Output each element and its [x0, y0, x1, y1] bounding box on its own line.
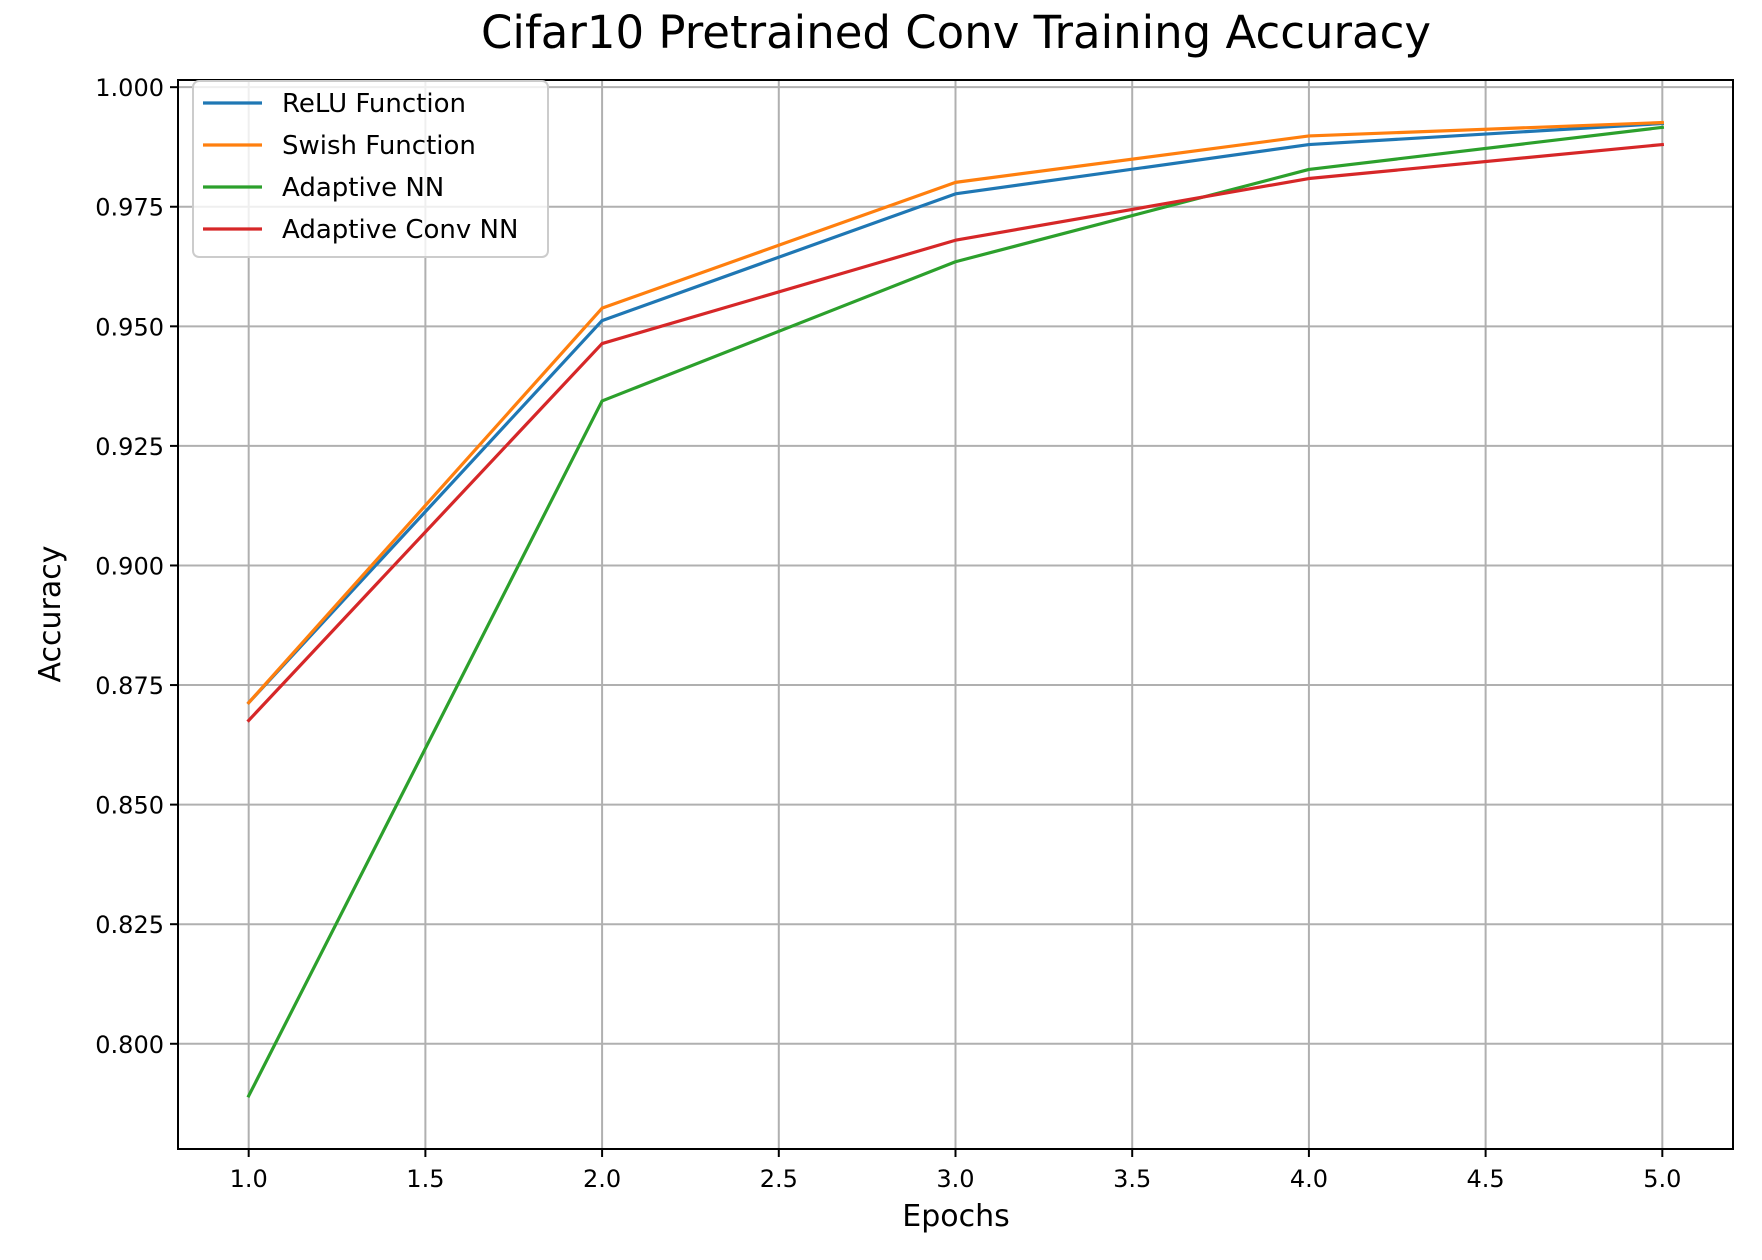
y-tick-label: 0.925: [95, 433, 164, 461]
legend: ReLU Function Swish Function Adaptive NN Ad…: [192, 80, 549, 258]
x-axis-ticks: 1.0 1.5 2.0 2.5 3.0 3.5 4.0 4.5 5.0: [230, 1149, 1681, 1193]
legend-label: Adaptive NN: [282, 173, 444, 203]
series-line-2: [246, 120, 1664, 706]
series-lines: [246, 120, 1665, 1099]
y-tick-label: 0.950: [95, 313, 164, 341]
x-tick-label: 3.5: [1113, 1165, 1151, 1193]
y-axis-ticks: 0.800 0.825 0.850 0.875 0.900 0.925 0.950 0.975…: [95, 74, 178, 1059]
x-tick-label: 1.0: [230, 1165, 268, 1193]
legend-box: [192, 80, 549, 258]
x-tick-label: 1.5: [406, 1165, 444, 1193]
y-tick-label: 0.900: [95, 552, 164, 580]
y-tick-label: 0.975: [95, 194, 164, 222]
legend-label: ReLU Function: [282, 89, 466, 119]
series-line-4: [246, 142, 1665, 723]
y-tick-label: 0.850: [95, 792, 164, 820]
y-tick-label: 0.875: [95, 672, 164, 700]
x-tick-label: 2.0: [583, 1165, 621, 1193]
y-axis-title: Accuracy: [33, 546, 68, 683]
x-tick-label: 4.0: [1290, 1165, 1328, 1193]
y-tick-label: 0.825: [95, 911, 164, 939]
y-tick-label: 1.000: [95, 74, 164, 102]
x-tick-label: 2.5: [760, 1165, 798, 1193]
x-tick-label: 4.5: [1467, 1165, 1505, 1193]
x-axis-title: Epochs: [902, 1199, 1010, 1234]
legend-label: Swish Function: [282, 131, 476, 161]
legend-label: Adaptive Conv NN: [282, 215, 518, 245]
x-tick-label: 5.0: [1643, 1165, 1681, 1193]
series-line-3: [246, 125, 1665, 1099]
y-tick-label: 0.800: [95, 1031, 164, 1059]
x-tick-label: 3.0: [936, 1165, 974, 1193]
series-line-1: [246, 121, 1665, 706]
grid-lines: [178, 80, 1733, 1149]
chart-title: Cifar10 Pretrained Conv Training Accurac…: [481, 6, 1431, 59]
